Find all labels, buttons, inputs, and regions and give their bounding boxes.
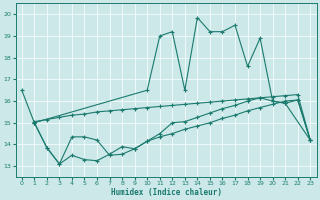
X-axis label: Humidex (Indice chaleur): Humidex (Indice chaleur) xyxy=(110,188,221,197)
